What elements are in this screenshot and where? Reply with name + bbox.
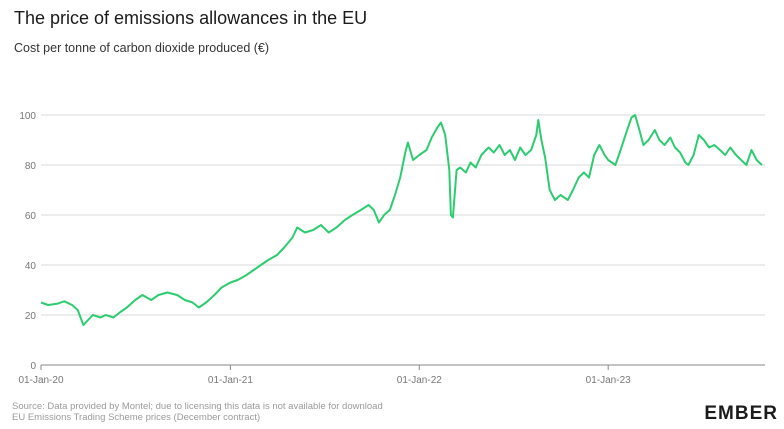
chart-canvas: 0 20 40 60 80 100 01-Jan-20 01-Jan-21 01-Jan-22 0… bbox=[18, 111, 765, 386]
x-tick-label: 01-Jan-23 bbox=[586, 375, 631, 386]
source-subnote: EU Emissions Trading Scheme prices (Dece… bbox=[12, 412, 261, 423]
x-tick-label: 01-Jan-21 bbox=[208, 375, 253, 386]
chart-title: The price of emissions allowances in the… bbox=[14, 8, 368, 28]
y-tick-label: 40 bbox=[25, 261, 37, 272]
x-tick-label: 01-Jan-20 bbox=[18, 375, 63, 386]
source-note: Source: Data provided by Montel; due to … bbox=[12, 401, 383, 412]
series-line bbox=[40, 114, 763, 326]
y-tick-label: 20 bbox=[25, 311, 37, 322]
x-tick-label: 01-Jan-22 bbox=[397, 375, 442, 386]
y-tick-label: 80 bbox=[25, 161, 37, 172]
y-tick-label: 100 bbox=[19, 111, 36, 122]
y-tick-label: 60 bbox=[25, 211, 37, 222]
y-tick-label: 0 bbox=[30, 361, 36, 372]
chart-subtitle: Cost per tonne of carbon dioxide produce… bbox=[14, 41, 270, 55]
ember-logo: EMBER bbox=[704, 403, 778, 424]
